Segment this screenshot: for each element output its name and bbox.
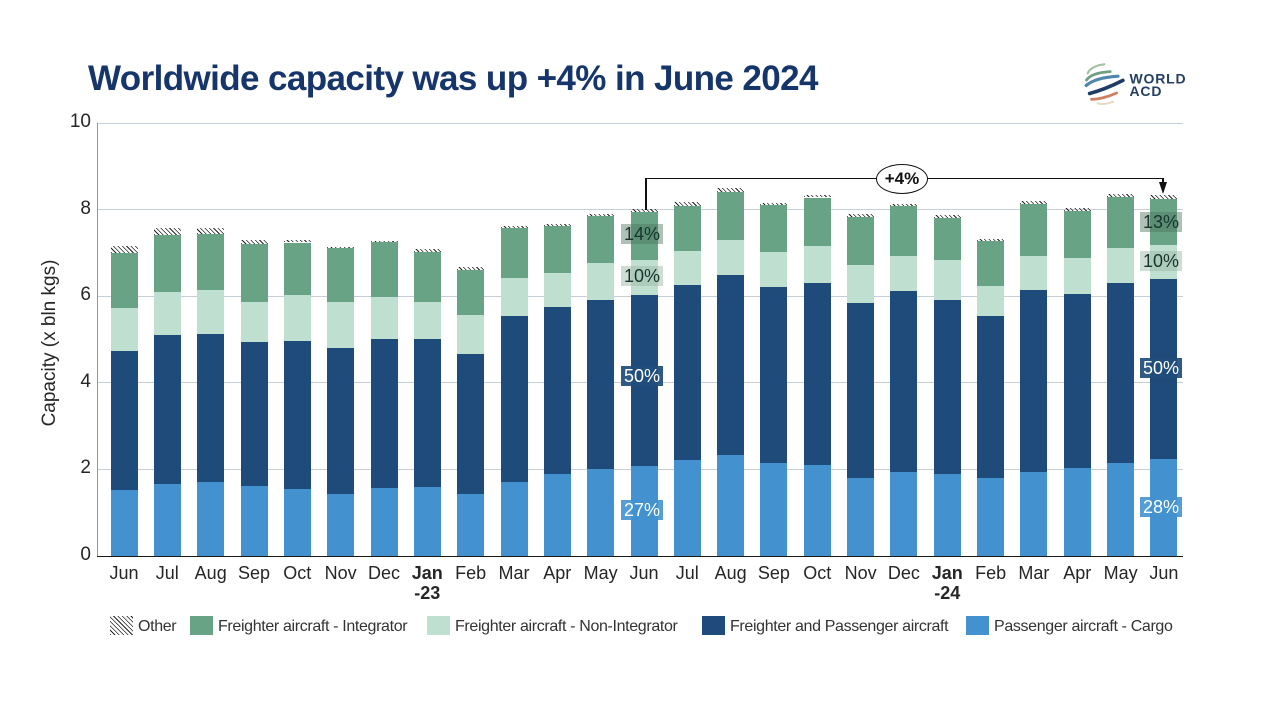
svg-text:ACD: ACD xyxy=(1130,83,1163,99)
svg-text:WORLD: WORLD xyxy=(1130,70,1187,86)
